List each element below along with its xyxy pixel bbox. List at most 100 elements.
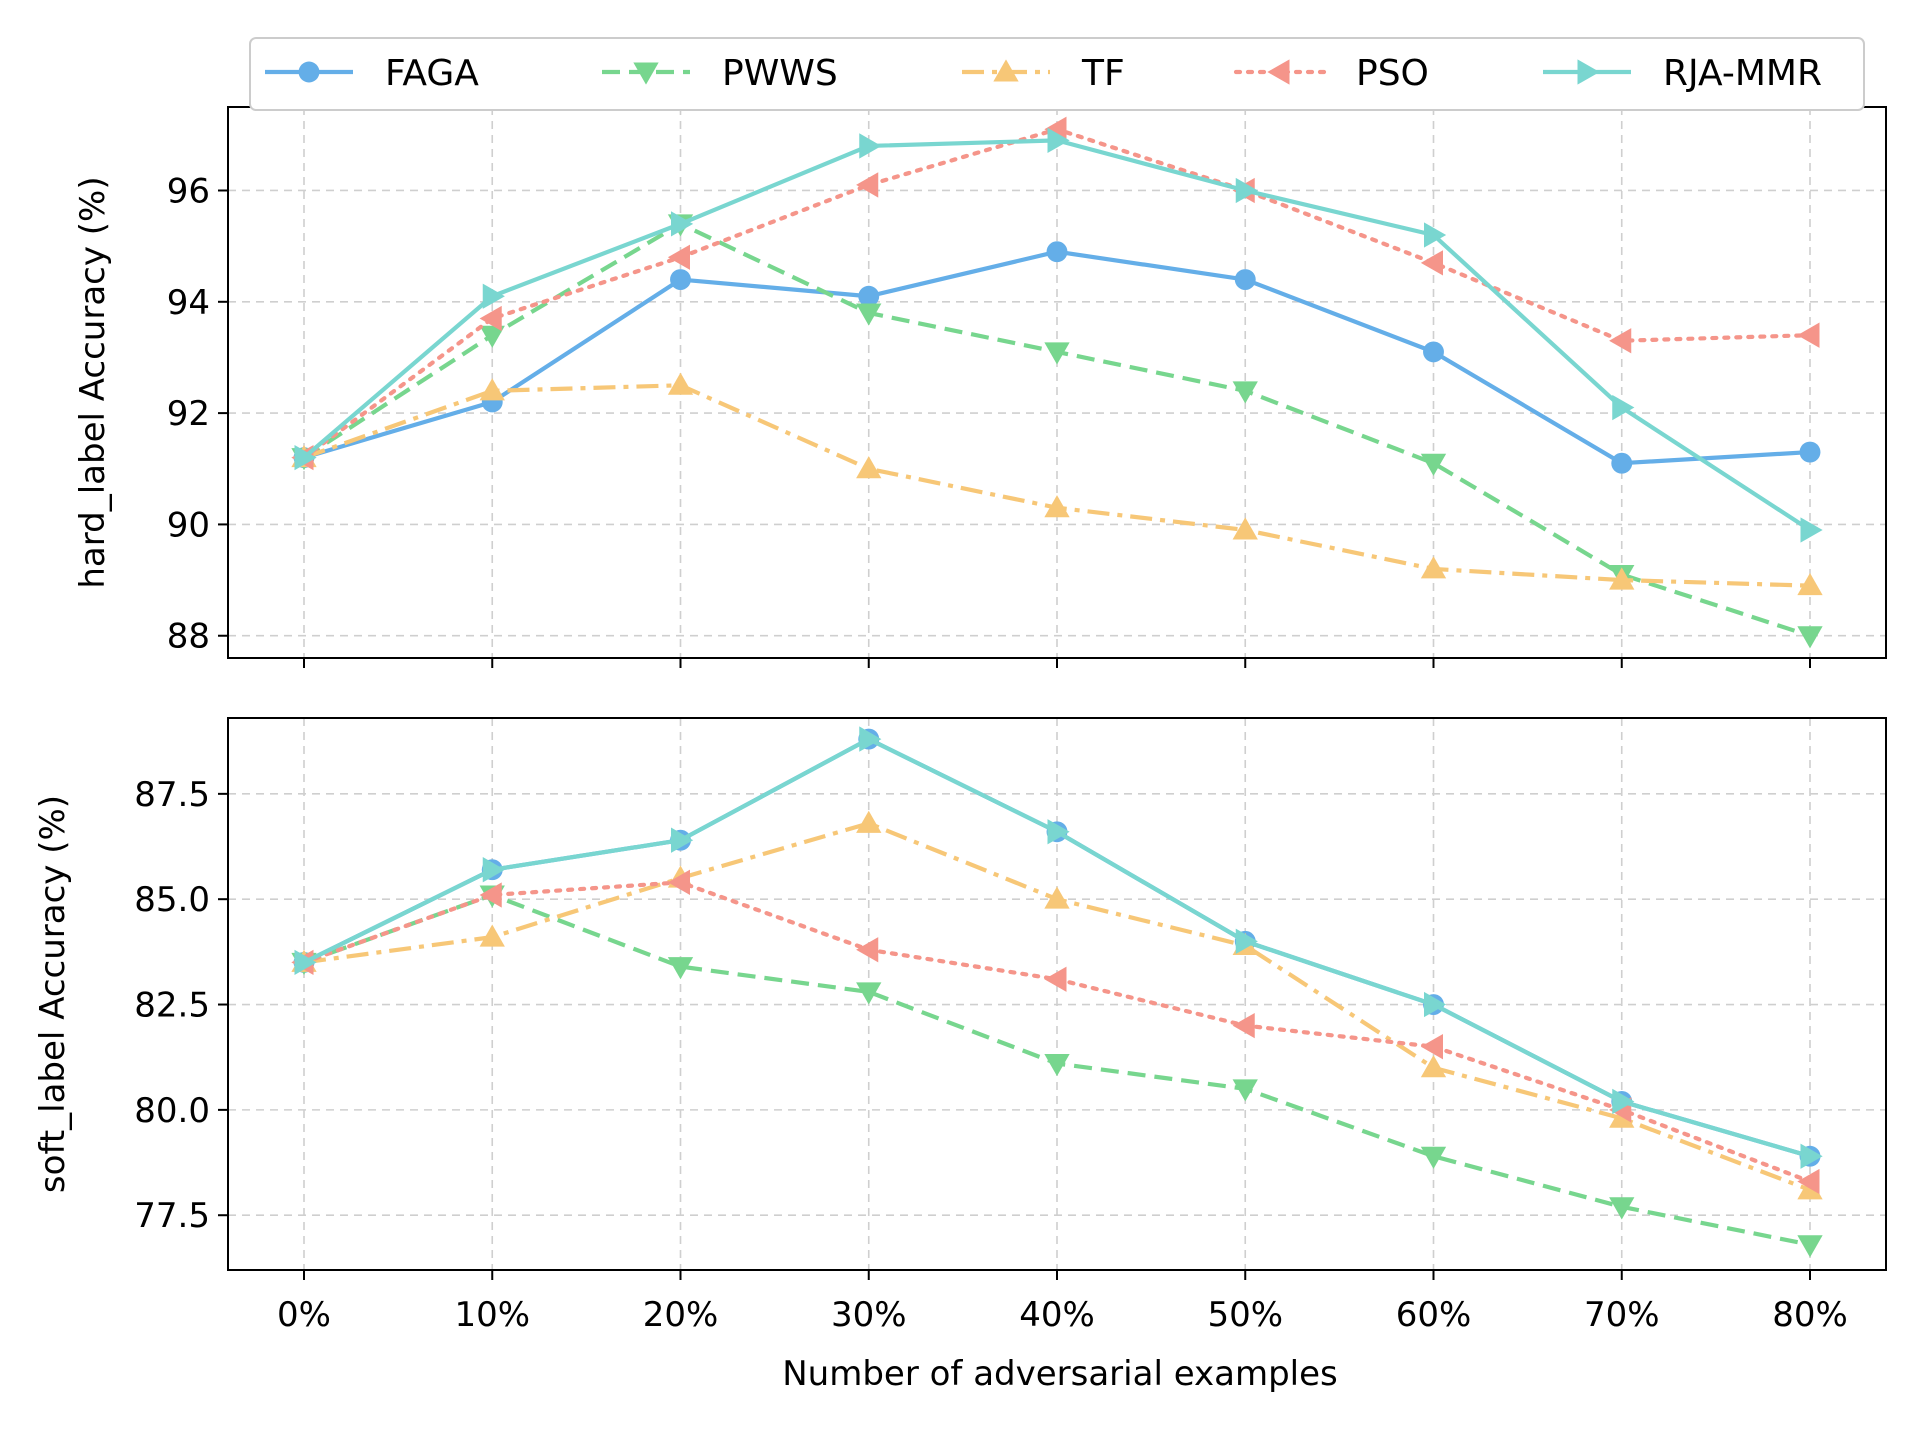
soft-ytick-label: 87.5 — [134, 775, 210, 815]
soft-marker-rja-mmr — [482, 857, 505, 883]
hard-marker-rja-mmr — [1424, 222, 1447, 248]
hard-marker-faga — [1046, 241, 1068, 263]
xtick-label: 30% — [831, 1295, 907, 1335]
legend-marker-faga — [298, 61, 320, 83]
hard-marker-rja-mmr — [482, 283, 505, 309]
soft-marker-rja-mmr — [1800, 1143, 1823, 1169]
hard-marker-faga — [1234, 269, 1256, 290]
xtick-label: 40% — [1019, 1295, 1095, 1335]
soft-marker-pwws — [1797, 1235, 1823, 1258]
soft-label-panel: 77.5 80.0 82.5 85.0 87.5 0% 10% 20% 30% 40% 50% 60%… — [33, 717, 1887, 1335]
soft-ytick-label: 77.5 — [134, 1196, 210, 1236]
legend-label-rja-mmr: RJA-MMR — [1663, 53, 1822, 94]
soft-ytick-label: 82.5 — [134, 986, 210, 1026]
hard-marker-tf — [479, 378, 505, 401]
legend-label-tf: TF — [1081, 53, 1125, 94]
hard-marker-pso — [1420, 250, 1443, 276]
hard-marker-pwws — [1797, 626, 1823, 649]
hard-marker-faga — [858, 285, 880, 307]
hard-y-axis-label: hard_label Accuracy (%) — [73, 176, 113, 588]
hard-marker-pwws — [1420, 453, 1447, 476]
soft-marker-pwws — [1232, 1079, 1258, 1102]
soft-marker-pso — [1044, 966, 1067, 992]
hard-marker-pso — [479, 305, 502, 332]
hard-marker-tf — [1044, 495, 1070, 518]
hard-marker-rja-mmr — [1235, 177, 1258, 204]
hard-ytick-label: 94 — [167, 283, 210, 323]
hard-marker-tf — [1609, 567, 1635, 590]
xtick-label: 80% — [1772, 1295, 1848, 1335]
soft-marker-pso — [1232, 1012, 1255, 1039]
hard-ytick-label: 88 — [167, 617, 210, 657]
hard-marker-rja-mmr — [294, 444, 317, 471]
soft-marker-pwws — [856, 982, 882, 1005]
legend: FAGA PWWS TF PSO RJA-MMR — [249, 37, 1865, 111]
soft-y-axis-label: soft_label Accuracy (%) — [33, 795, 73, 1193]
legend-label-pwws: PWWS — [722, 53, 838, 94]
hard-marker-tf — [667, 372, 694, 395]
hard-marker-pso — [1797, 322, 1820, 348]
legend-marker-tf — [993, 59, 1019, 82]
soft-ytick-label: 85.0 — [134, 880, 210, 920]
hard-marker-pwws — [479, 325, 505, 348]
hard-marker-faga — [670, 269, 691, 290]
hard-marker-tf — [856, 456, 882, 479]
hard-marker-rja-mmr — [859, 133, 882, 159]
soft-marker-pso — [856, 937, 879, 963]
hard-marker-faga — [1799, 441, 1821, 463]
legend-marker-pwws — [633, 62, 659, 85]
hard-ytick-label: 92 — [167, 394, 210, 434]
soft-marker-pso — [479, 882, 502, 908]
hard-marker-pso — [856, 172, 879, 198]
hard-marker-rja-mmr — [671, 211, 694, 237]
xtick-label: 60% — [1396, 1295, 1472, 1335]
x-axis-label: Number of adversarial examples — [782, 1354, 1338, 1394]
hard-marker-pso — [1609, 328, 1632, 354]
soft-marker-pwws — [1420, 1146, 1447, 1169]
soft-marker-tf — [479, 924, 505, 947]
legend-label-faga: FAGA — [385, 53, 479, 94]
xtick-label: 0% — [277, 1295, 331, 1335]
xtick-label: 50% — [1207, 1295, 1283, 1335]
hard-ytick-label: 96 — [167, 171, 210, 211]
hard-label-panel: 88 90 92 94 96 hard_label Accuracy (%) — [73, 106, 1887, 668]
hard-marker-rja-mmr — [1800, 517, 1823, 543]
soft-marker-rja-mmr — [1612, 1088, 1635, 1115]
hard-ytick-label: 90 — [167, 505, 210, 545]
soft-marker-pwws — [1609, 1197, 1635, 1220]
legend-label-pso: PSO — [1356, 53, 1429, 94]
soft-marker-pso — [1420, 1034, 1443, 1060]
hard-marker-tf — [1797, 572, 1823, 596]
soft-marker-tf — [1044, 886, 1070, 909]
hard-marker-faga — [1423, 341, 1444, 363]
soft-marker-pwws — [667, 957, 694, 980]
soft-marker-pwws — [1044, 1054, 1070, 1077]
hard-marker-tf — [1232, 517, 1258, 540]
soft-marker-rja-mmr — [1235, 928, 1258, 954]
soft-marker-rja-mmr — [859, 726, 882, 752]
soft-marker-rja-mmr — [671, 827, 694, 853]
legend-marker-rja-mmr — [1577, 59, 1600, 85]
xtick-label: 70% — [1584, 1295, 1660, 1335]
legend-frame — [249, 37, 1865, 111]
hard-marker-pwws — [1232, 381, 1258, 404]
soft-marker-rja-mmr — [294, 949, 317, 976]
soft-marker-tf — [856, 810, 882, 833]
xtick-label: 20% — [643, 1295, 719, 1335]
hard-marker-rja-mmr — [1047, 127, 1070, 154]
soft-marker-rja-mmr — [1047, 819, 1070, 845]
hard-marker-pwws — [856, 303, 882, 326]
soft-marker-rja-mmr — [1424, 991, 1447, 1018]
xtick-label: 10% — [454, 1295, 530, 1335]
hard-marker-tf — [1420, 556, 1447, 579]
soft-marker-pso — [667, 869, 690, 895]
soft-ytick-label: 80.0 — [134, 1091, 210, 1131]
hard-marker-pwws — [1044, 342, 1070, 365]
soft-marker-pso — [1797, 1168, 1820, 1195]
hard-marker-rja-mmr — [1612, 394, 1635, 421]
legend-marker-pso — [1267, 59, 1290, 85]
hard-marker-pso — [667, 244, 690, 270]
hard-marker-faga — [1611, 452, 1633, 474]
soft-marker-tf — [1420, 1055, 1447, 1078]
